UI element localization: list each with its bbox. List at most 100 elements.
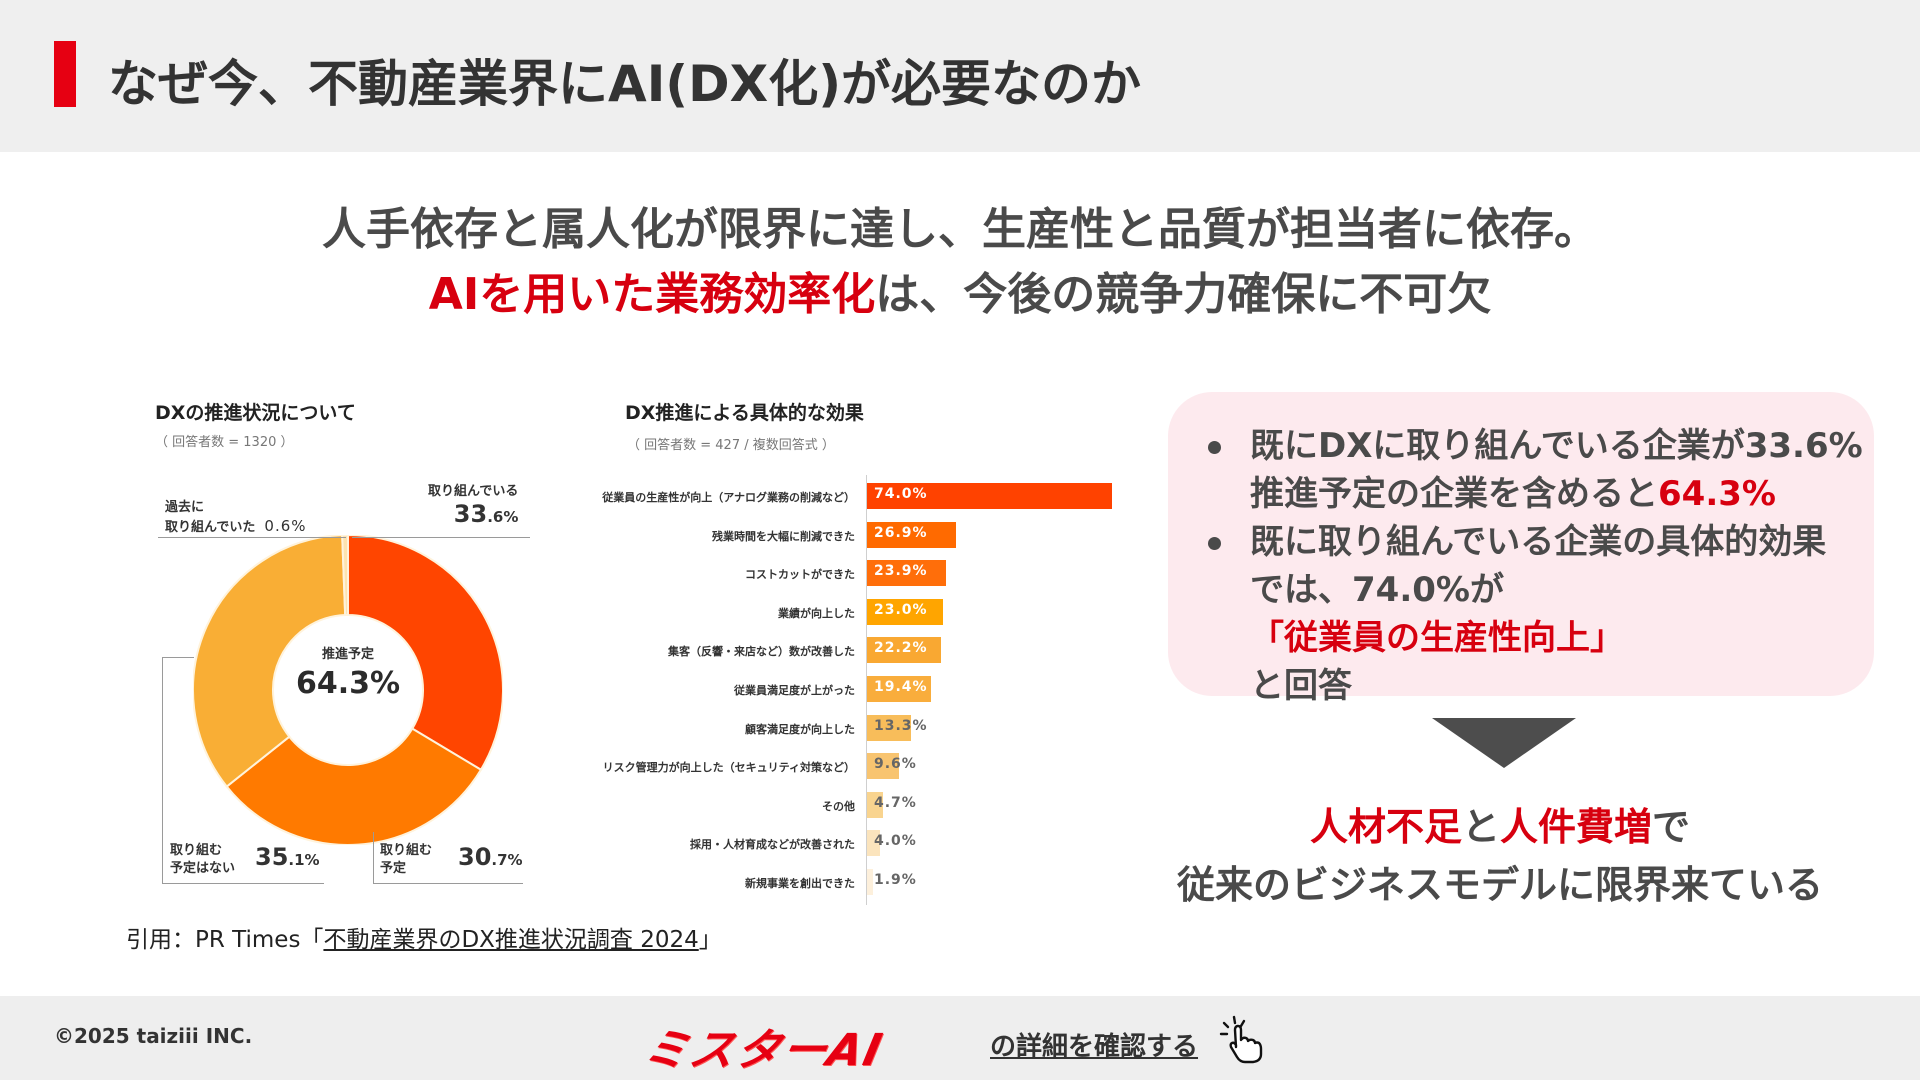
donut-slice xyxy=(192,534,347,788)
label-past-line1: 過去に xyxy=(165,500,205,515)
leader-line-past xyxy=(158,537,346,538)
label-past: 過去に 取り組んでいた 0.6% xyxy=(165,499,307,537)
bar-row: 従業員満足度が上がった 19.4% xyxy=(0,676,1920,702)
label-doing-value: 33.6% xyxy=(428,502,519,528)
label-none-line1: 取り組む xyxy=(170,843,223,858)
bar-value: 13.3% xyxy=(874,717,928,734)
conclusion-red-1: 人材不足 xyxy=(1309,805,1462,849)
label-past-value: 0.6% xyxy=(264,517,307,535)
summary-bullet-2: 既に取り組んでいる企業の具体的効果 では、74.0%が「従業員の生産性向上」 と… xyxy=(1194,518,1874,710)
donut-chart: 推進予定 64.3% xyxy=(192,533,504,846)
label-planned-big: 30 xyxy=(458,843,492,871)
label-doing: 取り組んでいる 33.6% xyxy=(428,483,518,528)
citation-link[interactable]: 不動産業界のDX推進状況調査 2024 xyxy=(323,927,699,953)
slide-header: なぜ今、不動産業界にAI(DX化)が必要なのか xyxy=(0,0,1920,152)
donut-chart-title: DXの推進状況について xyxy=(155,402,356,424)
bar-label: 従業員の生産性が向上（アナログ業務の削減など） xyxy=(602,491,855,504)
label-none: 取り組む 予定はない xyxy=(170,842,235,878)
leader-line-none-bottom xyxy=(162,883,324,884)
bullet-1-line-2-text: 推進予定の企業を含めると xyxy=(1250,474,1658,514)
summary-list: 既にDXに取り組んでいる企業が33.6% 推進予定の企業を含めると64.3% 既… xyxy=(1194,422,1874,710)
conclusion-red-2: 人件費増 xyxy=(1500,805,1653,849)
conclusion-mid: と xyxy=(1461,805,1500,849)
bar-value: 4.0% xyxy=(874,833,917,850)
bar-row: 採用・人材育成などが改善された 4.0% xyxy=(0,830,1920,857)
bar xyxy=(867,483,1112,509)
bar-row: コストカットができた 23.9% xyxy=(0,560,1920,587)
bar-chart-title: DX推進による具体的な効果 xyxy=(625,402,864,424)
bar-chart-axis xyxy=(866,475,867,905)
headline-line-1: 人手依存と属人化が限界に達し、生産性と品質が担当者に依存。 xyxy=(322,204,1598,255)
bar-label: 顧客満足度が向上した xyxy=(745,722,855,736)
bar-label: 採用・人材育成などが改善された xyxy=(690,838,855,852)
brand-logo[interactable]: ミスターAI xyxy=(638,1025,888,1076)
bar-label: 集客（反響・来店など）数が改善した xyxy=(668,645,855,659)
citation-suffix: 」 xyxy=(698,927,722,953)
headline-rest: は、今後の競争力確保に不可欠 xyxy=(875,269,1492,320)
label-planned: 取り組む 予定 xyxy=(380,842,432,878)
bar-row: 業績が向上した 23.0% xyxy=(0,598,1920,625)
bar xyxy=(867,637,941,664)
bar xyxy=(867,714,912,741)
summary-callout: 既にDXに取り組んでいる企業が33.6% 推進予定の企業を含めると64.3% 既… xyxy=(1168,392,1874,706)
bar-value: 22.2% xyxy=(874,640,928,657)
bar xyxy=(867,560,947,587)
bar xyxy=(867,791,883,818)
bullet-1-line-1: 既にDXに取り組んでいる企業が33.6% xyxy=(1250,426,1863,466)
copyright: ©2025 taiziii INC. xyxy=(54,1024,253,1048)
bar-label: その他 xyxy=(822,799,855,813)
label-doing-small: .6% xyxy=(487,508,519,526)
conclusion-line-1: 人材不足と人件費増で xyxy=(1150,796,1850,851)
bullet-1-line-2: 推進予定の企業を含めると64.3% xyxy=(1250,470,1874,518)
label-planned-small: .7% xyxy=(491,851,523,869)
bar xyxy=(867,521,957,548)
bar-label: 残業時間を大幅に削減できた xyxy=(712,529,855,543)
bullet-2-line-3: と回答 xyxy=(1250,666,1352,706)
leader-line-none-vertical xyxy=(162,657,163,883)
label-past-line2: 取り組んでいた xyxy=(165,520,256,535)
bar xyxy=(867,830,881,857)
label-planned-line1: 取り組む xyxy=(380,843,433,858)
bar-row: 残業時間を大幅に削減できた 26.9% xyxy=(0,521,1920,548)
bullet-1-highlight: 64.3% xyxy=(1658,474,1776,514)
label-none-value: 35.1% xyxy=(255,845,320,871)
label-past-line2-wrap: 取り組んでいた 0.6% xyxy=(165,517,307,537)
bar-value: 9.6% xyxy=(874,756,917,773)
label-none-small: .1% xyxy=(288,851,320,869)
bar-row: リスク管理力が向上した（セキュリティ対策など） 9.6% xyxy=(0,753,1920,780)
donut-center-label: 推進予定 xyxy=(321,647,374,662)
label-doing-big: 33 xyxy=(453,500,488,528)
bar xyxy=(867,869,874,895)
bar-value: 4.7% xyxy=(874,794,917,811)
pointing-hand-click-icon[interactable] xyxy=(1218,1014,1266,1064)
bar xyxy=(867,598,944,625)
down-arrow-icon xyxy=(1432,718,1576,768)
donut-slice xyxy=(347,533,504,772)
citation-prefix: 引用：PR Times「 xyxy=(126,927,324,953)
bar xyxy=(867,753,899,780)
bar-value: 19.4% xyxy=(874,679,928,695)
bar-row: 新規事業を創出できた 1.9% xyxy=(0,869,1920,895)
donut-slice xyxy=(225,727,483,846)
details-link[interactable]: の詳細を確認する xyxy=(990,1032,1199,1062)
page-title: なぜ今、不動産業界にAI(DX化)が必要なのか xyxy=(108,55,1142,113)
bar-value: 74.0% xyxy=(874,486,928,502)
summary-bullet-1: 既にDXに取り組んでいる企業が33.6% 推進予定の企業を含めると64.3% xyxy=(1194,422,1874,518)
bar-row: 顧客満足度が向上した 13.3% xyxy=(0,714,1920,741)
donut-center-value: 64.3% xyxy=(295,666,401,701)
bar-row: その他 4.7% xyxy=(0,791,1920,818)
bar-label: コストカットができた xyxy=(745,568,855,582)
bar-row: 集客（反響・来店など）数が改善した 22.2% xyxy=(0,637,1920,664)
bullet-2-line-1: 既に取り組んでいる企業の具体的効果 xyxy=(1250,522,1827,562)
bullet-2-highlight: 「従業員の生産性向上」 xyxy=(1250,618,1624,658)
conclusion-end: で xyxy=(1652,805,1691,849)
leader-line-planned-bottom xyxy=(373,883,523,884)
leader-line-planned-vertical xyxy=(373,832,374,883)
leader-line-doing xyxy=(352,537,530,538)
label-none-line2: 予定はない xyxy=(170,861,236,876)
bar-value: 23.0% xyxy=(874,601,928,618)
label-doing-text: 取り組んでいる xyxy=(428,484,519,499)
donut-chart-graphic xyxy=(192,533,504,846)
bar-value: 26.9% xyxy=(874,524,928,541)
label-none-big: 35 xyxy=(255,843,289,871)
